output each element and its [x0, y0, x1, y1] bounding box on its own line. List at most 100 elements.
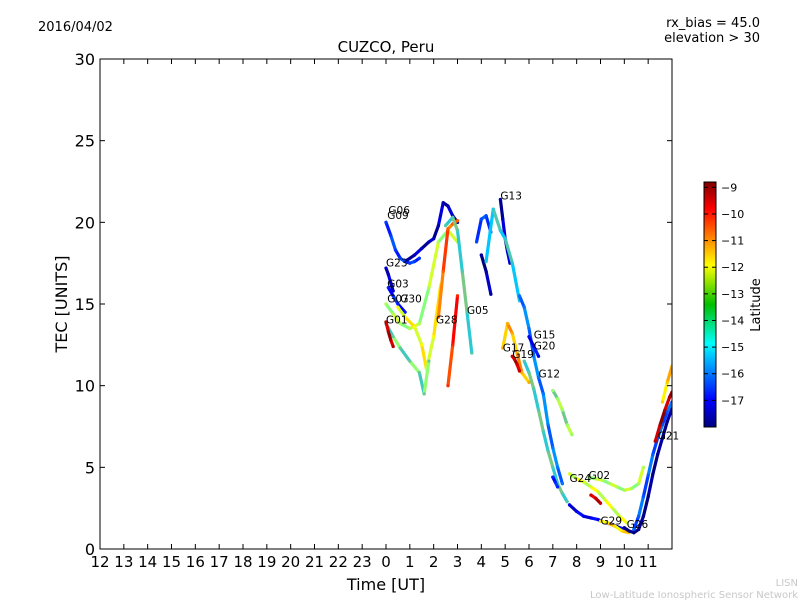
- satellite-label: G20: [534, 341, 556, 353]
- data-point: [479, 253, 483, 257]
- x-axis-label: Time [UT]: [346, 575, 425, 594]
- satellite-label: G17: [503, 342, 525, 354]
- data-point: [582, 480, 586, 484]
- track-segment: [446, 228, 460, 244]
- track-segment: [417, 286, 431, 326]
- rx-bias-label: rx_bias = 45.0: [666, 16, 760, 31]
- data-point: [598, 519, 603, 523]
- data-point: [498, 228, 502, 233]
- data-point: [567, 503, 572, 507]
- data-point: [617, 514, 622, 518]
- data-point: [658, 423, 662, 427]
- data-point: [610, 506, 615, 510]
- data-point: [632, 531, 636, 535]
- satellite-label: G02: [589, 470, 611, 482]
- data-point: [510, 354, 514, 358]
- data-point: [510, 261, 514, 265]
- track-segment: [603, 498, 615, 510]
- x-tick-label: 7: [548, 553, 558, 571]
- y-axis-label: TEC [UNITS]: [52, 256, 71, 354]
- data-point: [408, 261, 412, 265]
- data-point: [594, 496, 598, 500]
- data-point: [608, 482, 612, 486]
- track-segment: [660, 380, 669, 404]
- data-point: [465, 310, 469, 314]
- track-segment: [517, 294, 526, 309]
- track-segment: [427, 240, 441, 290]
- colorbar-tick-label: −10: [721, 208, 744, 221]
- track-segment: [532, 344, 541, 358]
- satellite-label: G01: [386, 315, 408, 327]
- y-tick-label: 25: [75, 132, 95, 151]
- track-segment: [479, 253, 488, 273]
- track-segment: [637, 514, 646, 532]
- x-tick-label: 0: [381, 553, 391, 571]
- track-segment: [665, 406, 672, 424]
- track-segment: [646, 452, 655, 478]
- data-point: [515, 362, 519, 367]
- x-tick-label: 21: [305, 553, 324, 571]
- data-point: [567, 472, 572, 476]
- satellite-label: G13: [500, 190, 522, 202]
- track-segment: [565, 423, 574, 437]
- x-tick-label: 4: [477, 553, 487, 571]
- data-point: [451, 343, 455, 347]
- data-point: [536, 354, 541, 358]
- data-point: [474, 240, 479, 244]
- satellite-track: [622, 406, 672, 535]
- data-point: [560, 408, 564, 412]
- data-point: [589, 516, 593, 520]
- data-point: [441, 201, 445, 205]
- data-point: [417, 322, 421, 326]
- satellite-label: G29: [601, 516, 623, 528]
- satellite-label: G09: [387, 210, 409, 222]
- satellite-track: [384, 266, 395, 293]
- satellite-track: [446, 294, 460, 388]
- track-segment: [510, 331, 519, 355]
- data-point: [541, 392, 545, 396]
- track-segment: [658, 408, 667, 427]
- data-point: [594, 477, 598, 481]
- x-tick-label: 14: [138, 553, 157, 571]
- track-segment: [651, 452, 660, 476]
- data-point: [589, 493, 593, 497]
- x-tick-label: 23: [353, 553, 372, 571]
- track-segment: [398, 346, 412, 363]
- data-point: [384, 302, 388, 306]
- data-point: [641, 495, 646, 499]
- satellite-label: G15: [534, 329, 556, 341]
- x-tick-label: 5: [500, 553, 510, 571]
- data-point: [551, 388, 555, 393]
- data-point: [443, 224, 448, 228]
- data-point: [586, 475, 591, 479]
- x-tick-label: 2: [429, 553, 439, 571]
- satellite-track: [598, 519, 631, 535]
- x-tick-label: 19: [257, 553, 276, 571]
- satellite-label: G23: [386, 257, 408, 269]
- data-point: [603, 498, 607, 502]
- colorbar-tick-label: −17: [721, 394, 744, 407]
- x-tick-label: 10: [615, 553, 634, 571]
- data-point: [393, 248, 398, 252]
- satellite-track: [551, 388, 574, 437]
- track-segment: [660, 410, 669, 427]
- data-point: [570, 433, 574, 437]
- data-point: [541, 429, 545, 433]
- track-segment: [484, 207, 495, 264]
- data-point: [536, 375, 541, 380]
- data-point: [668, 395, 672, 399]
- track-segment: [503, 237, 514, 265]
- y-tick-label: 5: [85, 458, 95, 477]
- data-point: [551, 465, 555, 469]
- track-segment: [451, 294, 460, 347]
- satellite-track: [522, 359, 569, 504]
- track-segment: [532, 387, 541, 412]
- track-segment: [484, 269, 493, 296]
- data-point: [389, 281, 393, 285]
- data-point: [660, 400, 665, 404]
- data-point: [551, 446, 555, 450]
- data-point: [660, 436, 665, 440]
- satellite-track: [484, 207, 522, 303]
- satellite-track: [589, 493, 603, 505]
- colorbar: [703, 181, 717, 428]
